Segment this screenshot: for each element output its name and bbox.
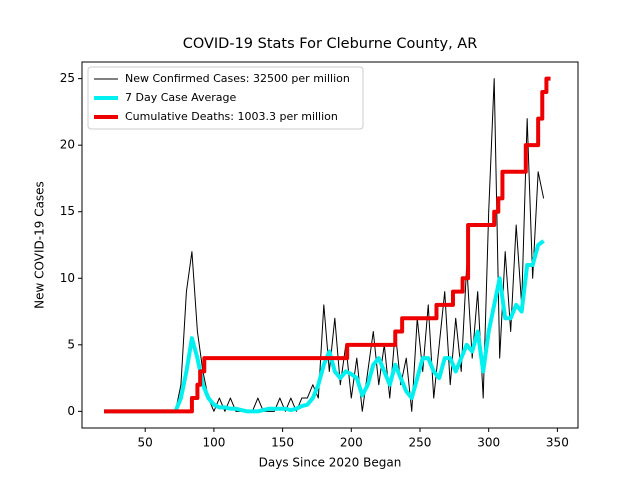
y-tick-label: 25 bbox=[60, 71, 75, 85]
legend-box bbox=[87, 66, 364, 130]
data-line bbox=[103, 239, 545, 414]
legend-label: 7 Day Case Average bbox=[125, 91, 237, 104]
plot-frame bbox=[81, 61, 579, 429]
data-line bbox=[103, 76, 551, 414]
legend-label: New Confirmed Cases: 32500 per million bbox=[125, 72, 350, 85]
chart-title: COVID-19 Stats For Cleburne County, AR bbox=[183, 36, 478, 52]
y-tick-label: 15 bbox=[60, 204, 75, 218]
x-tick-label: 150 bbox=[271, 436, 294, 450]
x-tick-label: 100 bbox=[202, 436, 225, 450]
y-tick-label: 10 bbox=[60, 271, 75, 285]
plot-area bbox=[103, 76, 551, 414]
x-tick-label: 250 bbox=[409, 436, 432, 450]
y-tick-label: 0 bbox=[67, 404, 75, 418]
x-axis-label: Days Since 2020 Began bbox=[259, 456, 402, 470]
x-tick-label: 200 bbox=[340, 436, 363, 450]
y-tick-label: 20 bbox=[60, 138, 75, 152]
x-tick-label: 300 bbox=[477, 436, 500, 450]
y-tick-label: 5 bbox=[67, 337, 75, 351]
x-tick-label: 350 bbox=[546, 436, 569, 450]
x-tick-label: 50 bbox=[138, 436, 153, 450]
legend-label: Cumulative Deaths: 1003.3 per million bbox=[125, 110, 338, 123]
y-axis-label: New COVID-19 Cases bbox=[33, 181, 47, 309]
